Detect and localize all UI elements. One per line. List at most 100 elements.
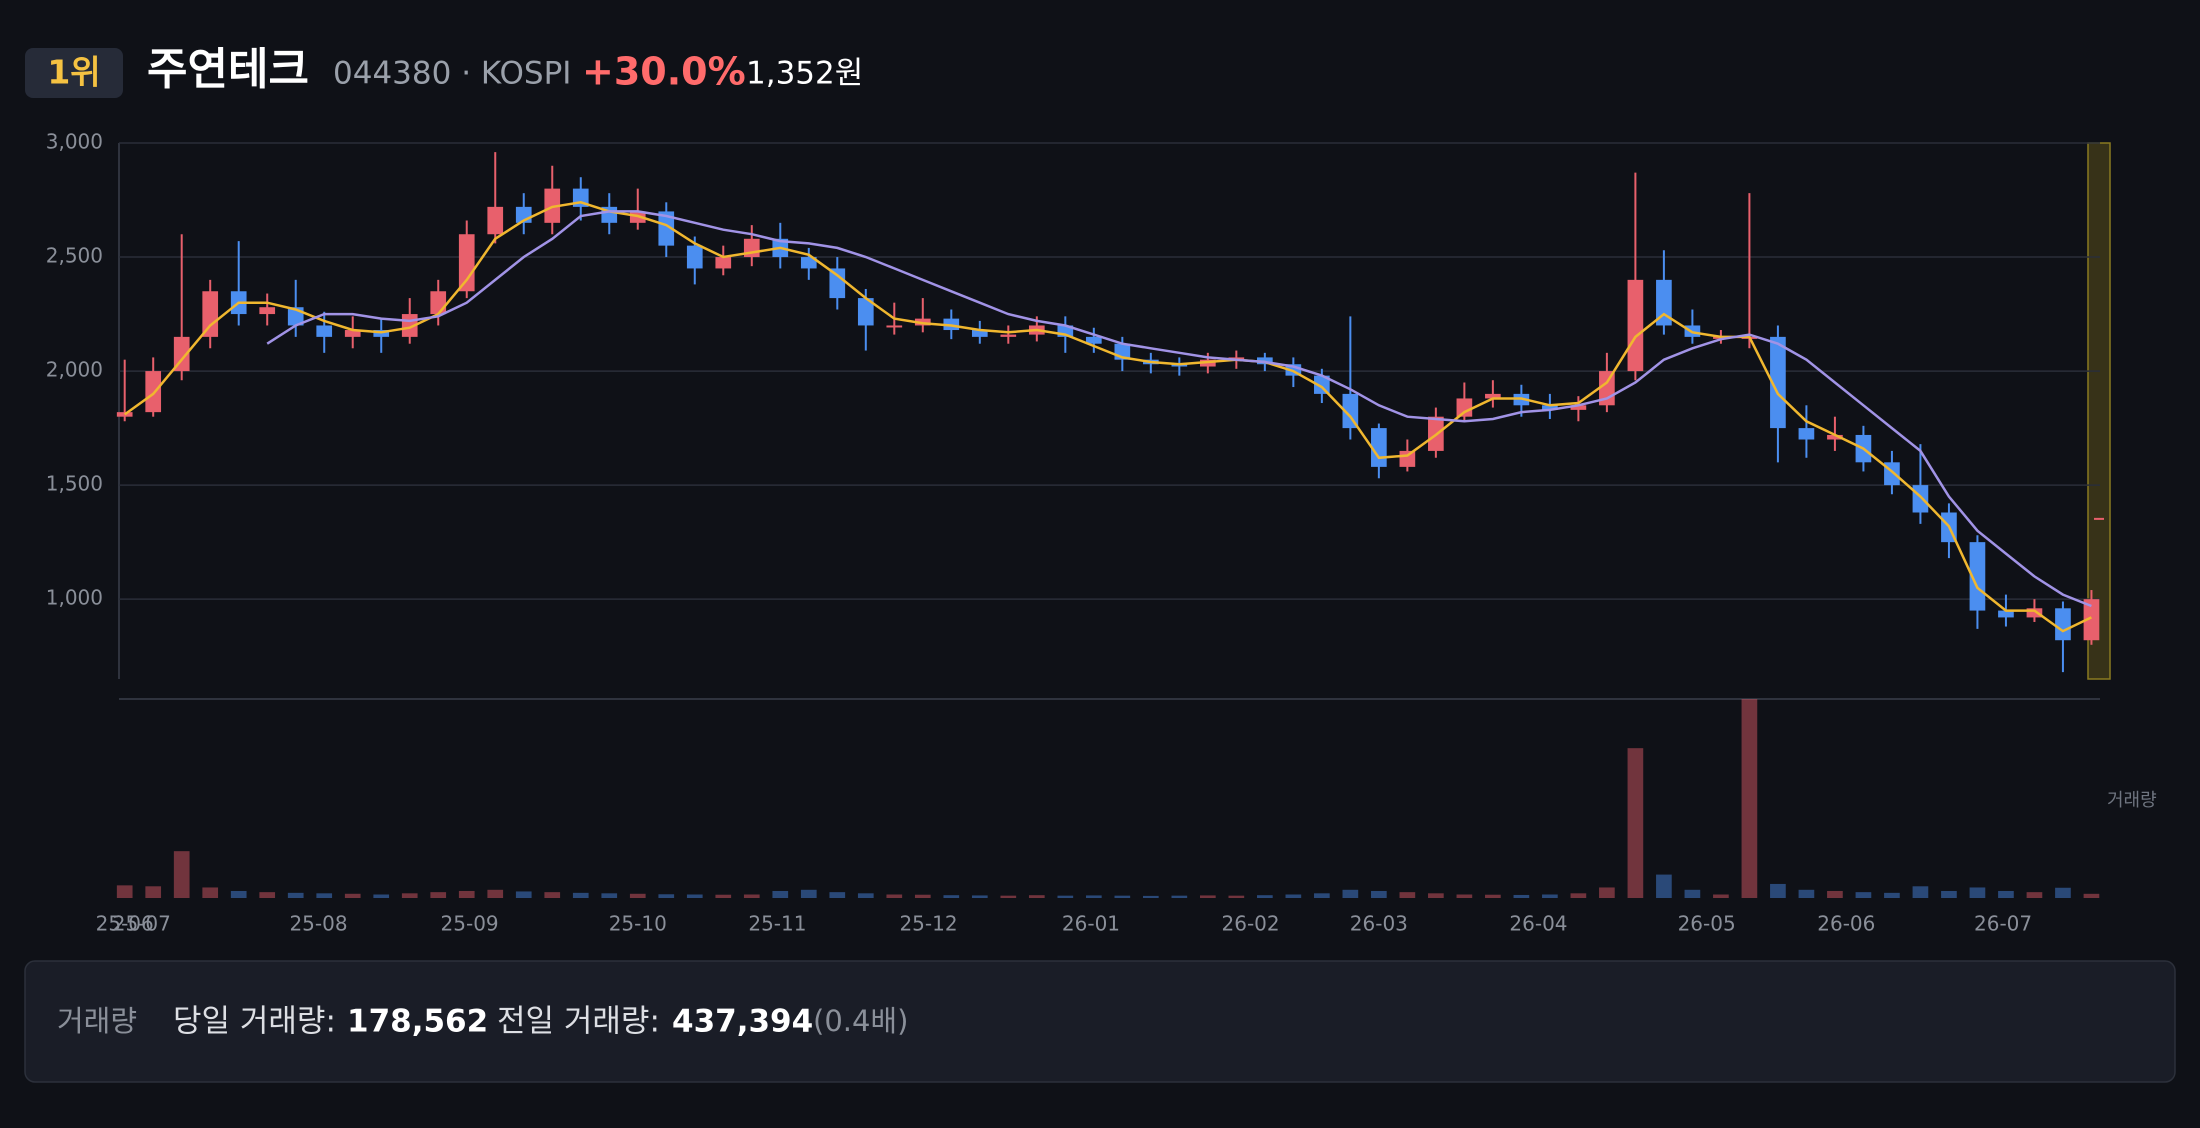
volume-bar [515, 891, 532, 898]
volume-bar [145, 886, 162, 898]
candle-body [430, 291, 447, 315]
x-tick-label: 25-10 [609, 912, 667, 936]
volume-bar [316, 893, 333, 898]
candle-body [1000, 334, 1017, 337]
candle-body [715, 257, 732, 269]
volume-bar [1342, 889, 1359, 898]
volume-bar [373, 894, 390, 898]
candle-body [1627, 279, 1644, 372]
y-tick-label: 2,500 [46, 244, 103, 268]
volume-bar [715, 894, 732, 898]
volume-bar [430, 892, 447, 898]
volume-bar [658, 894, 675, 898]
volume-bar [1941, 890, 1957, 898]
volume-bar [1855, 892, 1872, 898]
volume-bar [886, 894, 903, 898]
volume-axis-label: 거래량 [2107, 790, 2157, 811]
volume-bar [800, 889, 817, 898]
volume-bar [1485, 894, 1501, 898]
x-tick-label: 26-03 [1350, 912, 1408, 936]
volume-bar [572, 892, 589, 898]
candle-body [1057, 325, 1074, 337]
candle-body [1570, 405, 1587, 410]
volume-bar [601, 893, 618, 898]
volume-bar [2083, 893, 2100, 898]
x-tick-label: 26-07 [1974, 912, 2032, 936]
volume-bar [1371, 890, 1387, 898]
volume-bar [1570, 893, 1587, 898]
x-tick-label: 25-06 [96, 912, 154, 936]
volume-bar [1627, 748, 1644, 898]
volume-bar [1599, 887, 1615, 898]
volume-label: 거래량 [57, 1004, 137, 1038]
y-tick-label: 2,000 [46, 358, 103, 382]
candle-body [1770, 336, 1786, 429]
volume-bar [1171, 895, 1188, 898]
rank-badge [25, 48, 123, 98]
x-tick-label: 25-11 [748, 912, 806, 936]
price: 1,352원 [746, 56, 863, 92]
moving-average [123, 201, 2092, 633]
volume-bar [943, 895, 960, 898]
candle-body [487, 206, 504, 235]
volume-bar [230, 890, 247, 898]
prev-value: 437,394 [672, 1004, 813, 1040]
candle-body [116, 412, 133, 417]
volume-bar [1057, 895, 1074, 898]
candle-body [1456, 398, 1473, 417]
volume-bar [1741, 699, 1758, 898]
volume-bar [401, 893, 418, 898]
volume-bar [1285, 894, 1302, 898]
volume-bar [857, 893, 874, 898]
volume-bar [1969, 887, 1986, 898]
volume-bar [1142, 895, 1159, 898]
volume-bar [1770, 883, 1786, 898]
candle-body [686, 245, 703, 269]
stock-name: 주연테크 [147, 44, 309, 95]
volume-bar [829, 892, 846, 898]
volume-bar [1513, 894, 1530, 898]
candle-body [1827, 434, 1843, 440]
x-tick-label: 25-08 [289, 912, 347, 936]
y-tick-label: 1,000 [46, 586, 103, 610]
candle-body [202, 291, 219, 337]
x-tick-label: 26-02 [1222, 912, 1280, 936]
candle-body [1969, 542, 1986, 611]
candle-body [971, 330, 988, 337]
volume-bar [1228, 895, 1245, 898]
candle-body [1371, 428, 1387, 467]
moving-average [266, 210, 2092, 608]
volume-bar [1257, 895, 1273, 898]
x-tick-label: 25-09 [441, 912, 499, 936]
y-tick-label: 1,500 [46, 472, 103, 496]
candle-body [316, 325, 333, 337]
candle-body [458, 234, 475, 292]
today-label: 당일 거래량: [173, 1004, 336, 1040]
volume-bar [629, 893, 646, 898]
volume-bar [116, 885, 133, 898]
volume-bar [1199, 895, 1216, 898]
candle-body [2055, 608, 2071, 641]
volume-bar [971, 895, 988, 898]
change: +30.0% [582, 50, 746, 94]
volume-bar [1798, 889, 1815, 898]
volume-bar [487, 889, 504, 898]
candle-body [2083, 599, 2100, 641]
candle-body [1798, 428, 1815, 440]
volume-bar [344, 893, 361, 898]
candle-body [1485, 393, 1501, 399]
volume-bar [173, 851, 190, 898]
candle-body [1912, 485, 1929, 513]
stock-code: 044380 · KOSPI [333, 56, 571, 92]
volume-bar [458, 890, 475, 898]
candle-body [1085, 336, 1102, 344]
candle-body [344, 330, 361, 337]
volume-bar [2026, 892, 2043, 898]
prev-label: 전일 거래량: [497, 1004, 660, 1040]
candle-body [2026, 608, 2043, 618]
x-tick-label: 26-05 [1678, 912, 1736, 936]
volume-bar [1085, 895, 1102, 898]
volume-bar [2055, 887, 2071, 898]
volume-bar [1428, 893, 1444, 898]
